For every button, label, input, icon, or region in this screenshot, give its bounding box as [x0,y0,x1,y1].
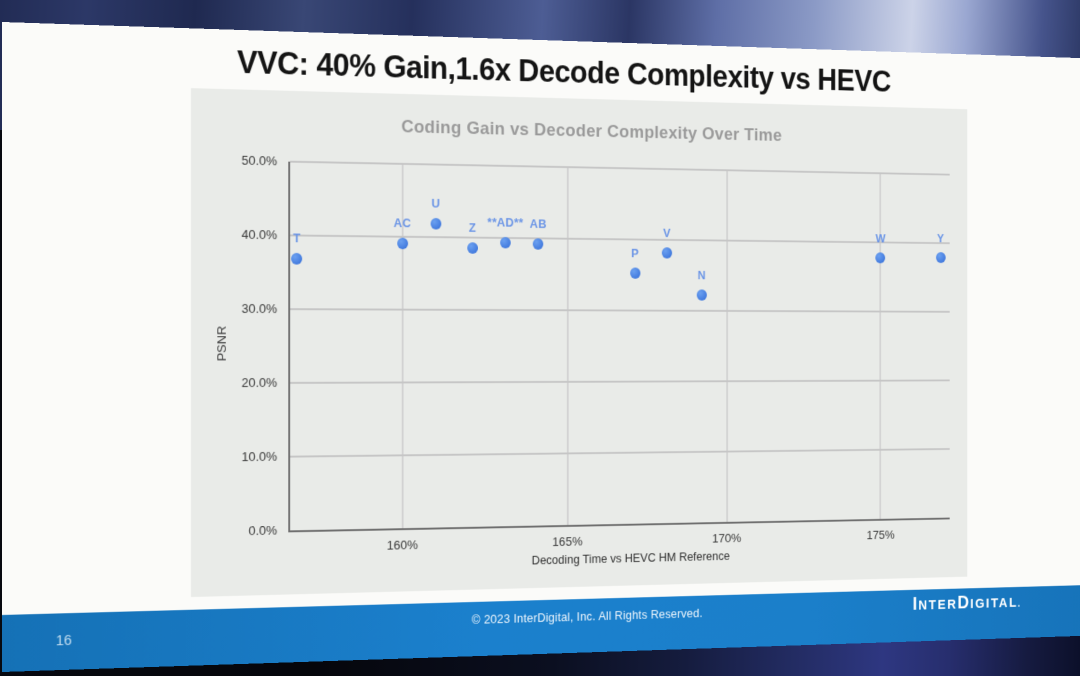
point-label-Y: Y [937,231,945,245]
logo-text: IGITAL [970,595,1018,612]
point-label-V: V [663,226,671,241]
gridline-h [290,379,950,384]
scatter-plot: 160% 165% 170% 175% 0.0% 10.0% 20.0% 30.0% 40.0%… [2,22,1080,672]
scatter-point-**AD** [500,237,511,249]
point-label-T: T [293,230,301,246]
x-tick-label: 175% [866,527,895,542]
scatter-point-AC [396,237,408,250]
y-tick-label: 10.0% [241,449,278,465]
y-tick-label: 0.0% [248,522,278,539]
y-axis-title: PSNR [214,325,229,362]
y-tick-label: 50.0% [241,152,278,169]
scatter-point-N [696,288,707,301]
x-tick-label: 160% [386,537,418,553]
point-label-AB: AB [529,216,547,231]
y-axis-line [288,161,291,533]
x-tick-label: 170% [712,530,742,546]
gridline-h [290,308,950,313]
presentation-slide: VVC: 40% Gain,1.6x Decode Complexity vs … [2,22,1080,672]
scatter-point-Z [467,242,478,255]
scatter-point-T [291,253,303,265]
point-label-P: P [631,245,639,260]
logo-text: D [957,592,971,613]
scatter-point-P [629,267,641,279]
interdigital-logo: INTERDIGITAL. [887,591,1047,616]
gridline-v [725,170,728,522]
point-label-U: U [431,196,441,211]
gridline-h [290,448,950,458]
point-label-N: N [697,267,706,282]
gridline-v [879,173,882,519]
scatter-point-AB [532,238,544,250]
gridline-h [290,160,950,176]
logo-text: NTER [918,596,958,614]
scatter-point-W [875,252,886,264]
scatter-point-Y [935,252,946,263]
x-tick-label: 165% [552,534,583,549]
logo-mark: . [1017,599,1022,610]
